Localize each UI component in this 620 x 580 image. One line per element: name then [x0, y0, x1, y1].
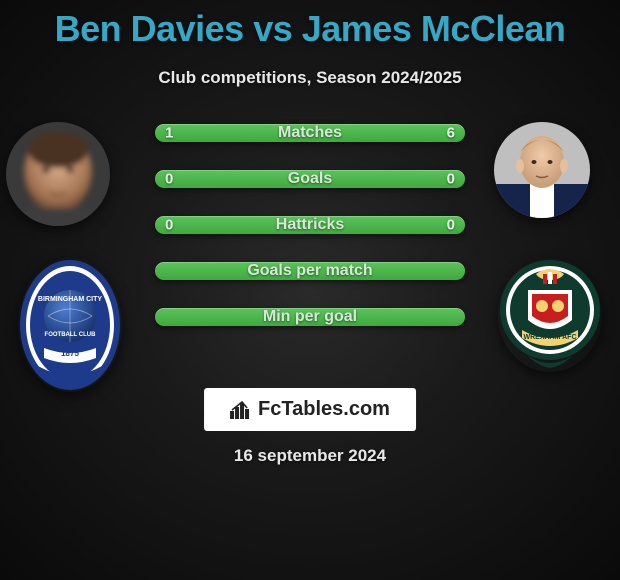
- stat-row-matches: 1 Matches 6: [155, 124, 465, 142]
- stat-right-value: 6: [447, 125, 455, 142]
- stat-row-hattricks: 0 Hattricks 0: [155, 216, 465, 234]
- stats-list: 1 Matches 6 0 Goals 0 0 Hattricks 0 Goal…: [155, 124, 465, 326]
- stat-right-value: 0: [447, 217, 455, 234]
- stat-label: Hattricks: [276, 216, 344, 234]
- stat-left-value: 1: [165, 125, 173, 142]
- footer-date: 16 september 2024: [234, 446, 386, 466]
- stat-row-goals: 0 Goals 0: [155, 170, 465, 188]
- crest-left-text1: BIRMINGHAM CITY: [38, 296, 102, 303]
- stat-label: Goals per match: [247, 262, 372, 280]
- club-left-crest: BIRMINGHAM CITY FOOTBALL CLUB 1875: [18, 258, 122, 392]
- stat-label: Goals: [288, 170, 332, 188]
- stat-label: Min per goal: [263, 308, 357, 326]
- stat-left-value: 0: [165, 217, 173, 234]
- page-title: Ben Davies vs James McClean: [0, 8, 620, 50]
- stat-right-value: 0: [447, 171, 455, 188]
- brand-icon: [230, 401, 252, 419]
- brand-text: FcTables.com: [258, 398, 390, 421]
- player-left-avatar: [6, 122, 110, 226]
- brand-badge: FcTables.com: [204, 388, 416, 431]
- stat-row-min-per-goal: Min per goal: [155, 308, 465, 326]
- crest-left-text2: FOOTBALL CLUB: [45, 332, 97, 338]
- stat-label: Matches: [278, 124, 342, 142]
- club-right-crest: WREXHAM AFC: [498, 258, 602, 372]
- stat-left-value: 0: [165, 171, 173, 188]
- stat-row-goals-per-match: Goals per match: [155, 262, 465, 280]
- crest-left-year: 1875: [61, 349, 79, 358]
- page-subtitle: Club competitions, Season 2024/2025: [0, 68, 620, 88]
- crest-right-text: WREXHAM AFC: [523, 334, 576, 341]
- player-right-avatar: [494, 122, 590, 218]
